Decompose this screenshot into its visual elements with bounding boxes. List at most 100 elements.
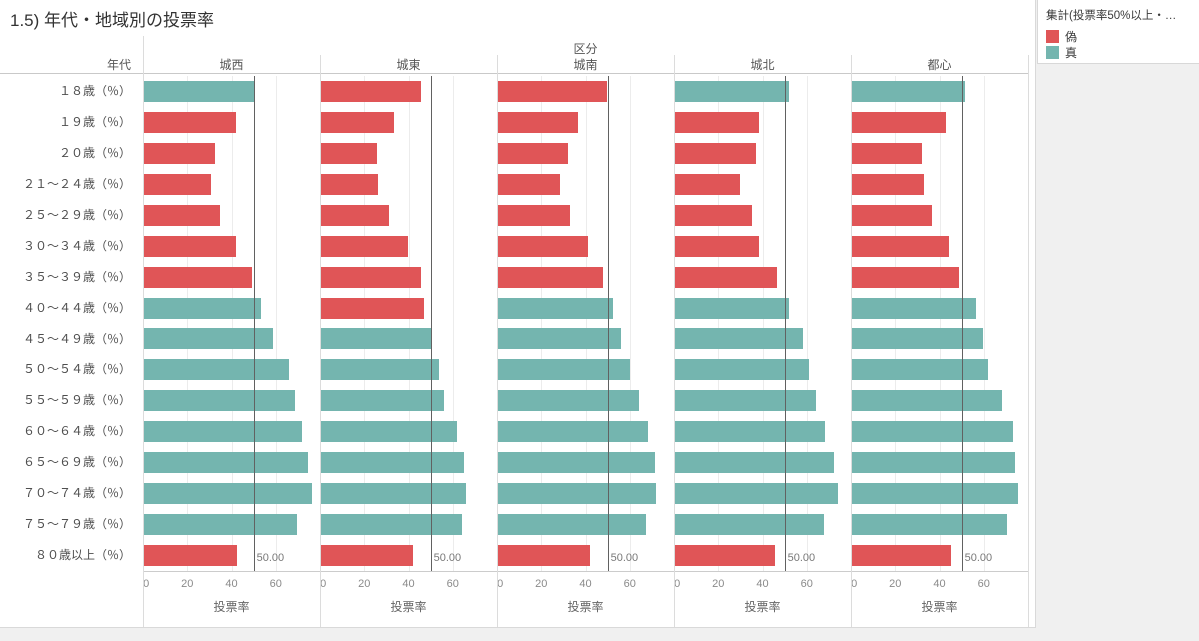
panel-separator xyxy=(497,55,498,627)
bar-城西-11[interactable] xyxy=(143,390,295,412)
bar-都心-16[interactable] xyxy=(851,545,952,567)
bar-城南-5[interactable] xyxy=(497,204,570,226)
bar-城北-14[interactable] xyxy=(674,483,838,505)
bar-城西-12[interactable] xyxy=(143,421,302,443)
row-label: ３５～３９歳（％） xyxy=(22,269,131,284)
bar-城南-14[interactable] xyxy=(497,483,657,505)
bar-城西-6[interactable] xyxy=(143,235,236,257)
x-tick: 0 xyxy=(497,578,504,590)
bar-城東-8[interactable] xyxy=(320,297,424,319)
bar-都心-13[interactable] xyxy=(851,452,1015,474)
bar-城南-13[interactable] xyxy=(497,452,655,474)
gridline xyxy=(585,76,587,571)
bar-都心-3[interactable] xyxy=(851,142,923,164)
bar-都心-4[interactable] xyxy=(851,173,924,195)
bar-城南-15[interactable] xyxy=(497,514,647,536)
bar-城南-9[interactable] xyxy=(497,328,622,350)
x-tick: 0 xyxy=(851,578,858,590)
bar-城東-9[interactable] xyxy=(320,328,433,350)
bar-都心-12[interactable] xyxy=(851,421,1013,443)
legend-item-false[interactable]: 偽 xyxy=(1046,28,1191,44)
bar-城北-6[interactable] xyxy=(674,235,760,257)
row-label: ５５～５９歳（％） xyxy=(22,393,131,408)
bar-城東-15[interactable] xyxy=(320,514,462,536)
bar-城北-1[interactable] xyxy=(674,80,789,102)
bar-城南-11[interactable] xyxy=(497,390,640,412)
bar-城北-12[interactable] xyxy=(674,421,826,443)
bar-城東-14[interactable] xyxy=(320,483,467,505)
bar-都心-5[interactable] xyxy=(851,204,933,226)
panel-header: 城南 xyxy=(573,58,598,72)
page-title: 1.5) 年代・地域別の投票率 xyxy=(10,11,215,30)
bar-都心-7[interactable] xyxy=(851,266,959,288)
bar-城南-10[interactable] xyxy=(497,359,631,381)
row-label: ２１～２４歳（％） xyxy=(22,176,131,191)
row-group-header: 年代 xyxy=(106,58,131,72)
bar-城南-8[interactable] xyxy=(497,297,613,319)
row-label: ７０～７４歳（％） xyxy=(22,486,131,501)
bar-城西-3[interactable] xyxy=(143,142,216,164)
bar-城南-4[interactable] xyxy=(497,173,561,195)
bar-都心-9[interactable] xyxy=(851,328,984,350)
bar-城南-12[interactable] xyxy=(497,421,648,443)
bar-城南-7[interactable] xyxy=(497,266,603,288)
bar-都心-8[interactable] xyxy=(851,297,977,319)
legend-title: 集計(投票率50%以上・… xyxy=(1046,10,1177,22)
bar-城北-2[interactable] xyxy=(674,111,759,133)
bar-城東-6[interactable] xyxy=(320,235,408,257)
bar-城東-13[interactable] xyxy=(320,452,465,474)
bar-都心-1[interactable] xyxy=(851,80,965,102)
bar-城北-11[interactable] xyxy=(674,390,817,412)
x-tick: 40 xyxy=(756,578,769,590)
bar-城北-7[interactable] xyxy=(674,266,778,288)
bar-城北-5[interactable] xyxy=(674,204,753,226)
bar-城東-1[interactable] xyxy=(320,80,422,102)
bar-城西-8[interactable] xyxy=(143,297,261,319)
bar-城西-9[interactable] xyxy=(143,328,274,350)
bar-城南-16[interactable] xyxy=(497,545,590,567)
bar-城南-3[interactable] xyxy=(497,142,569,164)
bar-都心-15[interactable] xyxy=(851,514,1007,536)
bar-城西-7[interactable] xyxy=(143,266,253,288)
bar-城西-15[interactable] xyxy=(143,514,297,536)
legend-item-true[interactable]: 真 xyxy=(1046,44,1191,60)
x-tick: 0 xyxy=(143,578,150,590)
bar-城北-3[interactable] xyxy=(674,142,757,164)
x-axis-line xyxy=(143,571,1028,572)
bar-都心-10[interactable] xyxy=(851,359,988,381)
bar-都心-14[interactable] xyxy=(851,483,1018,505)
bar-城北-10[interactable] xyxy=(674,359,809,381)
bar-城西-14[interactable] xyxy=(143,483,312,505)
bar-城西-16[interactable] xyxy=(143,545,238,567)
panel-header: 城北 xyxy=(750,58,775,72)
bar-城北-4[interactable] xyxy=(674,173,741,195)
bar-城西-4[interactable] xyxy=(143,173,212,195)
legend-label: 真 xyxy=(1065,45,1078,60)
bar-城東-16[interactable] xyxy=(320,545,413,567)
bar-都心-6[interactable] xyxy=(851,235,949,257)
bar-城南-2[interactable] xyxy=(497,111,579,133)
bar-城東-7[interactable] xyxy=(320,266,422,288)
bar-城南-6[interactable] xyxy=(497,235,589,257)
bar-城西-2[interactable] xyxy=(143,111,236,133)
bar-都心-2[interactable] xyxy=(851,111,947,133)
bar-城北-9[interactable] xyxy=(674,328,803,350)
bar-城北-13[interactable] xyxy=(674,452,835,474)
bar-城東-11[interactable] xyxy=(320,390,445,412)
bar-都心-11[interactable] xyxy=(851,390,1003,412)
bar-城南-1[interactable] xyxy=(497,80,607,102)
bar-城東-2[interactable] xyxy=(320,111,394,133)
bar-城東-10[interactable] xyxy=(320,359,440,381)
bar-城西-13[interactable] xyxy=(143,452,308,474)
bar-城東-5[interactable] xyxy=(320,204,389,226)
bar-城東-4[interactable] xyxy=(320,173,379,195)
bar-城東-12[interactable] xyxy=(320,421,457,443)
bar-城北-8[interactable] xyxy=(674,297,789,319)
bar-城西-10[interactable] xyxy=(143,359,289,381)
gridline xyxy=(762,76,764,571)
bar-城東-3[interactable] xyxy=(320,142,378,164)
bar-城北-15[interactable] xyxy=(674,514,825,536)
bar-城西-1[interactable] xyxy=(143,80,256,102)
bar-城西-5[interactable] xyxy=(143,204,221,226)
bar-城北-16[interactable] xyxy=(674,545,776,567)
